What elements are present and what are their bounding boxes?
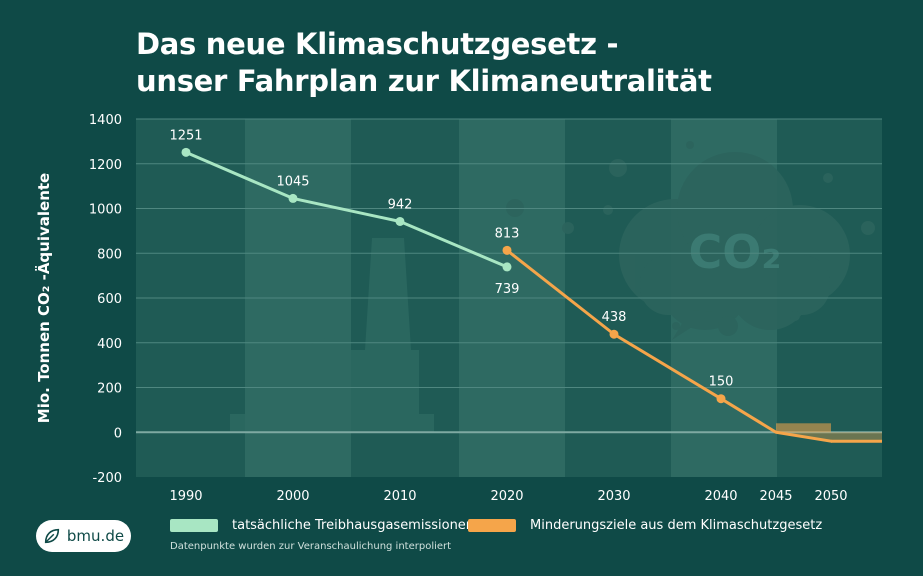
data-label: 942 [388,197,413,212]
target-fill-2050 [776,432,882,442]
target-fill-2045 [776,423,831,433]
logo-text: bmu.de [66,527,125,545]
x-tick-labels: 1990 2000 2010 2020 2030 2040 2045 2050 [169,489,847,504]
y-tick-label: 400 [97,337,122,352]
data-label: 813 [495,226,520,241]
data-point [716,394,726,404]
y-axis-label: Mio. Tonnen CO₂ -Äquivalente [35,172,53,424]
data-point [502,245,512,255]
data-label: 1251 [169,128,202,143]
data-point [502,262,512,272]
legend-item-target: Minderungsziele aus dem Klimaschutzgeset… [468,518,822,533]
series-points [181,147,726,404]
y-tick-label: 200 [97,382,122,397]
y-tick-label: 600 [97,292,122,307]
x-tick-label: 2010 [383,489,416,504]
data-labels: 1251 1045 942 739 813 438 150 [169,128,733,389]
data-label: 150 [709,375,734,390]
legend-swatch-target [468,519,516,532]
data-point [395,216,405,226]
data-point [609,329,619,339]
co2-cloud-icon [506,141,875,340]
x-tick-label: 2030 [597,489,630,504]
y-tick-labels: -200 0 200 400 600 800 1000 1200 1400 [89,113,122,486]
y-tick-label: 800 [97,247,122,262]
co2-cloud-text: CO₂ [688,225,781,279]
leaf-icon [44,528,60,544]
actual-series-line [184,150,509,269]
chart-title: Das neue Klimaschutzgesetz - unser Fahrp… [136,26,712,100]
y-tick-label: 1400 [89,113,122,128]
x-tick-label: 2000 [276,489,309,504]
x-tick-label: 2040 [704,489,737,504]
legend-swatch-actual [170,519,218,532]
y-tick-label: 1000 [89,203,122,218]
legend-label-actual: tatsächliche Treibhausgasemissionen [232,518,475,533]
data-label: 739 [495,282,520,297]
legend-item-actual: tatsächliche Treibhausgasemissionen [170,518,474,533]
x-tick-label: 2020 [490,489,523,504]
x-tick-label: 2050 [814,489,847,504]
data-label: 1045 [276,174,309,189]
gridlines [136,118,882,434]
y-tick-label: 0 [114,426,122,441]
bmu-logo[interactable]: bmu.de [36,520,131,552]
x-tick-label: 1990 [169,489,202,504]
target-fill-area [776,423,882,442]
x-tick-label: 2045 [759,489,792,504]
footnote: Datenpunkte wurden zur Veranschaulichung… [170,541,452,552]
y-tick-label: -200 [92,471,122,486]
data-point [181,147,191,157]
data-point [288,193,298,203]
y-tick-label: 1200 [89,158,122,173]
data-label: 438 [602,310,627,325]
factory-icon [230,238,434,433]
legend-label-target: Minderungsziele aus dem Klimaschutzgeset… [530,518,823,533]
chart-title-line2: unser Fahrplan zur Klimaneutralität [136,64,712,98]
chart-title-line1: Das neue Klimaschutzgesetz - [136,27,619,61]
background-illustration: CO₂ [230,141,875,433]
